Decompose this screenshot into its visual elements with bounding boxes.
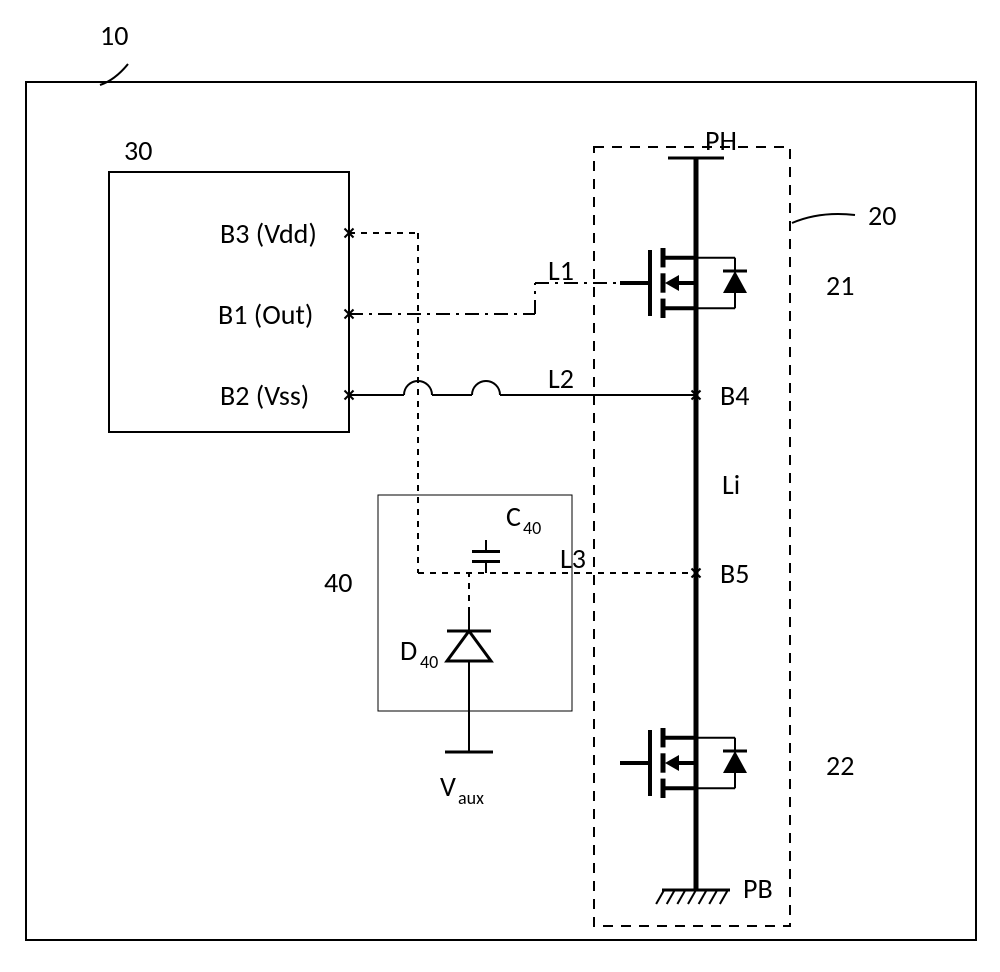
svg-text:40: 40 [420,651,438,673]
pb-label: PB [743,871,773,906]
l2-label: L2 [548,361,574,396]
li-label: Li [722,467,740,502]
gnd-hatch [688,890,696,904]
wire-l2 [349,381,696,395]
pin-b1-label: B1 (Out) [218,297,313,332]
gnd-hatch [677,890,685,904]
svg-text:aux: aux [458,787,484,809]
leader-20 [792,214,855,223]
ph-label: PH [705,123,737,158]
ref-40: 40 [324,565,352,600]
outer-box-10 [26,82,976,940]
ref-10: 10 [100,18,128,53]
svg-text:D: D [400,633,417,668]
svg-text:40: 40 [523,517,541,539]
vaux-label: Vaux [440,769,484,809]
tap-b5-label: B5 [720,556,749,591]
circuit-svg: 10 30 B3 (Vdd) B1 (Out) B2 (Vss) 20 PH PB 21 22 B4… [0,0,1000,972]
gnd-hatch [720,890,728,904]
pin-b3-label: B3 (Vdd) [220,216,317,251]
svg-text:C: C [506,499,521,534]
capacitor-c40 [472,540,500,573]
pin-b2-label: B2 (Vss) [220,378,309,413]
mosfet-22 [620,724,747,802]
block-40 [378,495,572,711]
gnd-hatch [709,890,717,904]
tap-b4-label: B4 [720,378,749,413]
gnd-hatch [656,890,664,904]
mosfet-21-ref: 21 [826,268,854,303]
ref-20: 20 [868,198,896,233]
l1-label: L1 [548,253,574,288]
l3-label: L3 [560,541,586,576]
gnd-hatch [699,890,707,904]
c40-label: C40 [506,499,541,539]
block-20 [594,147,790,926]
mosfet-22-ref: 22 [826,748,854,783]
wire-l1 [349,283,620,314]
d40-label: D40 [400,633,438,673]
vaux-terminal [445,706,493,752]
gnd-hatch [667,890,675,904]
diode-d40 [447,613,491,688]
mosfet-21 [620,244,747,322]
ref-30: 30 [124,133,152,168]
svg-text:V: V [440,769,456,804]
diagram-canvas: 10 30 B3 (Vdd) B1 (Out) B2 (Vss) 20 PH PB 21 22 B4… [0,0,1000,972]
